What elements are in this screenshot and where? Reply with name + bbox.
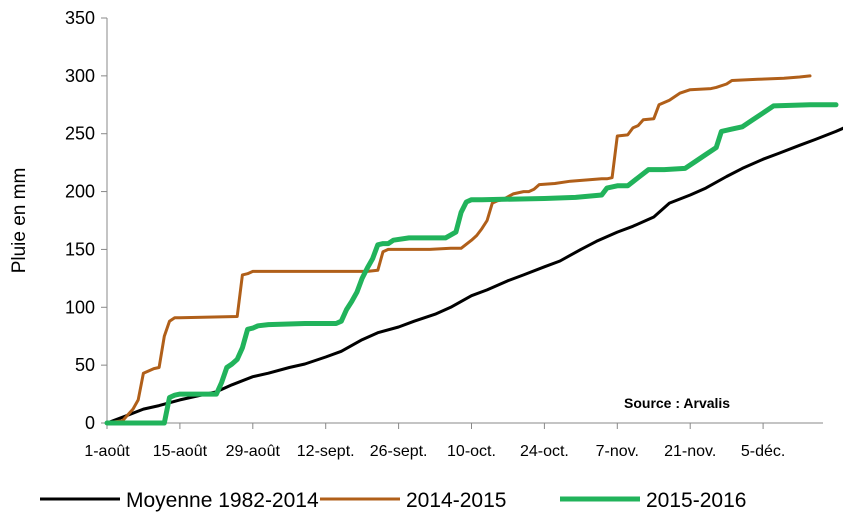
series-line-2 [105,74,812,425]
y-tick-label: 200 [65,182,95,202]
y-tick-label: 100 [65,297,95,317]
axes: 0 50 100 150 200 250 300 350 1-août 15-août 29-aoû… [65,8,823,460]
x-tick-label: 21-nov. [664,443,716,460]
x-tick-label: 10-oct. [447,443,496,460]
y-tick-label: 0 [85,413,95,433]
y-tick-label: 350 [65,8,95,28]
series-line-3 [104,102,839,426]
y-tick-label: 250 [65,124,95,144]
y-tick-label: 300 [65,66,95,86]
series-layer [104,74,843,426]
y-axis-label: Pluie en mm [9,168,30,274]
legend-label-2: 2014-2015 [406,489,506,512]
x-tick-label: 1-août [84,443,130,460]
x-tick-label: 29-août [226,443,281,460]
x-tick-label: 15-août [153,443,208,460]
x-tick-label: 26-sept. [370,443,428,460]
legend-label-3: 2015-2016 [646,489,746,512]
legend-label-1: Moyenne 1982-2014 [126,489,319,512]
legend: Moyenne 1982-2014 2014-2015 2015-2016 [40,489,746,512]
x-tick-label: 5-déc. [741,443,785,460]
x-tick-label: 7-nov. [596,443,639,460]
x-tick-label: 24-oct. [520,443,569,460]
source-annotation: Source : Arvalis [624,395,730,411]
x-tick-label: 12-sept. [297,443,355,460]
y-tick-label: 150 [65,239,95,259]
series-line-1 [105,126,843,425]
y-tick-label: 50 [75,355,95,375]
